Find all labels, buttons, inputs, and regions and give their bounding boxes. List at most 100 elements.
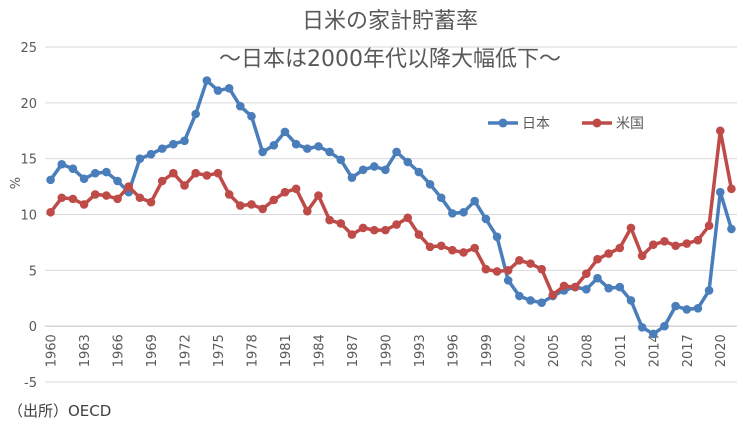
- data-point: [302, 144, 312, 153]
- data-point: [526, 296, 535, 305]
- data-point: [269, 140, 279, 150]
- data-point: [369, 225, 379, 235]
- data-point: [90, 168, 100, 178]
- data-point: [436, 193, 446, 203]
- data-point: [414, 230, 424, 239]
- legend-label: 米国: [616, 116, 644, 132]
- data-point: [515, 255, 524, 265]
- data-point: [671, 301, 680, 311]
- data-point: [425, 180, 435, 189]
- x-tick-label: 1969: [145, 334, 160, 367]
- data-point: [481, 264, 491, 274]
- data-point: [79, 174, 89, 184]
- data-point: [626, 223, 636, 233]
- data-point: [727, 184, 736, 194]
- x-tick-label: 2005: [547, 334, 562, 367]
- data-point: [180, 136, 189, 146]
- data-point: [213, 168, 223, 178]
- data-point: [336, 219, 346, 228]
- y-tick-label: 15: [20, 153, 37, 168]
- data-point: [124, 182, 134, 191]
- chart-subtitle: ～日本は2000年代以降大幅低下～: [219, 47, 561, 72]
- data-point: [113, 176, 122, 186]
- data-point: [559, 281, 569, 291]
- data-point: [648, 240, 658, 249]
- data-point: [693, 304, 703, 313]
- legend-label: 日本: [522, 116, 550, 132]
- data-point: [358, 165, 368, 175]
- legend-marker: [498, 118, 508, 128]
- data-point: [470, 196, 480, 206]
- data-point: [582, 285, 591, 294]
- data-point: [503, 266, 513, 275]
- data-point: [247, 111, 256, 121]
- data-point: [570, 282, 580, 292]
- data-point: [46, 207, 55, 217]
- y-tick-label: 20: [20, 97, 37, 112]
- data-point: [57, 159, 67, 169]
- data-point: [369, 162, 379, 171]
- data-point: [503, 276, 513, 285]
- data-point: [135, 193, 145, 203]
- legend-marker: [592, 118, 602, 128]
- data-point: [492, 232, 502, 242]
- x-tick-label: 1984: [312, 334, 327, 367]
- data-point: [537, 264, 546, 274]
- data-point: [236, 201, 245, 210]
- data-point: [459, 207, 468, 217]
- data-point: [146, 197, 156, 207]
- y-axis-label: %: [9, 177, 24, 189]
- data-point: [537, 298, 546, 308]
- data-point: [325, 147, 334, 157]
- data-point: [648, 329, 658, 339]
- data-point: [180, 181, 189, 190]
- data-point: [637, 322, 647, 332]
- data-point: [682, 239, 692, 248]
- x-tick-label: 1960: [45, 334, 60, 367]
- data-point: [347, 230, 357, 239]
- data-point: [492, 267, 502, 276]
- data-point: [392, 147, 401, 157]
- data-point: [448, 209, 457, 218]
- data-point: [213, 86, 223, 95]
- data-point: [615, 243, 625, 253]
- data-point: [381, 225, 390, 235]
- data-point: [314, 191, 323, 200]
- data-point: [604, 249, 613, 258]
- data-point: [448, 245, 457, 255]
- data-point: [459, 248, 468, 257]
- x-tick-label: 1963: [78, 334, 93, 367]
- data-point: [102, 167, 111, 177]
- data-point: [68, 194, 78, 204]
- data-point: [392, 220, 401, 229]
- y-tick-label: -5: [24, 376, 37, 391]
- x-tick-label: 1990: [379, 334, 394, 367]
- x-tick-label: 1966: [112, 334, 127, 367]
- data-point: [135, 154, 145, 163]
- data-point: [302, 206, 312, 216]
- data-point: [704, 221, 714, 230]
- gridlines: [45, 46, 737, 383]
- data-point: [403, 157, 413, 167]
- data-point: [314, 142, 323, 151]
- data-point: [637, 251, 647, 261]
- data-point: [548, 290, 558, 300]
- data-point: [68, 164, 78, 174]
- data-point: [291, 184, 301, 194]
- data-point: [481, 214, 491, 224]
- x-tick-label: 1975: [212, 334, 227, 367]
- data-point: [169, 168, 178, 178]
- data-point: [291, 139, 301, 149]
- data-point: [381, 165, 390, 175]
- data-point: [46, 175, 55, 185]
- data-point: [660, 237, 669, 246]
- data-point: [425, 242, 435, 252]
- data-point: [693, 235, 703, 245]
- data-point: [258, 147, 267, 157]
- x-tick-label: 1978: [245, 334, 260, 367]
- data-point: [202, 171, 212, 180]
- data-point: [157, 176, 167, 186]
- data-point: [113, 194, 122, 204]
- data-point: [414, 167, 424, 177]
